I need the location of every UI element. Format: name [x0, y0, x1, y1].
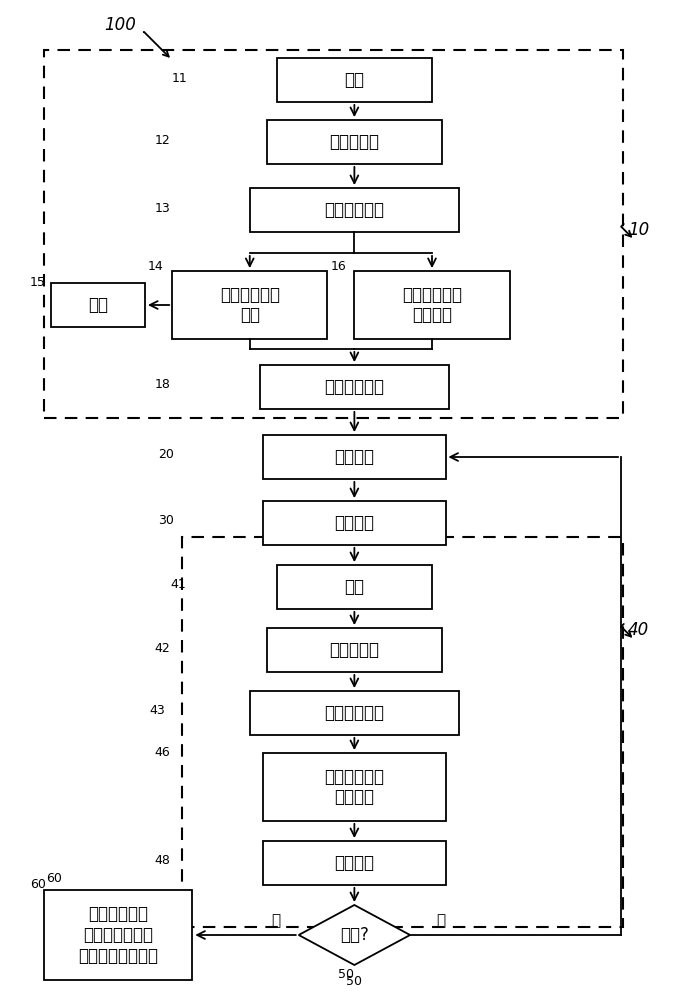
Text: 42: 42 — [155, 642, 170, 654]
Text: 第一测试基线: 第一测试基线 — [325, 378, 384, 396]
Text: 重复?: 重复? — [340, 926, 369, 944]
Text: 16: 16 — [331, 260, 346, 273]
FancyBboxPatch shape — [263, 435, 446, 479]
Text: 13: 13 — [155, 202, 170, 215]
Polygon shape — [298, 905, 410, 965]
Text: 43: 43 — [150, 704, 165, 718]
Text: 14: 14 — [148, 260, 163, 273]
Text: 第二代谢激发: 第二代谢激发 — [325, 704, 384, 722]
Text: 获得静脉血液
样本: 获得静脉血液 样本 — [220, 286, 279, 324]
Text: 编译并且比较
第一测试基线与
（多个）状态测试: 编译并且比较 第一测试基线与 （多个）状态测试 — [78, 905, 158, 965]
Text: 12: 12 — [155, 133, 170, 146]
FancyBboxPatch shape — [267, 120, 442, 164]
Text: 11: 11 — [172, 72, 188, 85]
Text: 30: 30 — [158, 514, 174, 528]
FancyBboxPatch shape — [267, 628, 442, 672]
Text: 状态测试: 状态测试 — [334, 854, 375, 872]
Text: 100: 100 — [105, 16, 136, 34]
FancyBboxPatch shape — [250, 188, 459, 232]
Text: 诊断: 诊断 — [88, 296, 108, 314]
Text: 实现治疗: 实现治疗 — [334, 448, 375, 466]
Text: 41: 41 — [170, 578, 186, 591]
FancyBboxPatch shape — [263, 501, 446, 545]
FancyBboxPatch shape — [277, 58, 432, 102]
Text: 60: 60 — [30, 879, 46, 892]
Text: 获得毛细血管
血液样本: 获得毛细血管 血液样本 — [402, 286, 462, 324]
Text: 测试前测量: 测试前测量 — [329, 133, 379, 151]
Text: 测试前测量: 测试前测量 — [329, 641, 379, 659]
Text: 40: 40 — [628, 621, 649, 639]
Text: 禁食: 禁食 — [344, 578, 364, 596]
Text: 目标事件: 目标事件 — [334, 514, 375, 532]
FancyBboxPatch shape — [277, 565, 432, 609]
Text: 48: 48 — [154, 854, 170, 867]
FancyBboxPatch shape — [263, 753, 446, 821]
FancyBboxPatch shape — [263, 841, 446, 885]
FancyBboxPatch shape — [354, 271, 510, 339]
FancyBboxPatch shape — [260, 365, 449, 409]
Text: 获得毛细血管
血液样本: 获得毛细血管 血液样本 — [325, 768, 384, 806]
Text: 50: 50 — [346, 975, 362, 988]
FancyBboxPatch shape — [51, 283, 145, 327]
Text: 60: 60 — [46, 872, 62, 885]
Text: 禁食: 禁食 — [344, 71, 364, 89]
Text: 18: 18 — [154, 378, 170, 391]
Text: 否: 否 — [271, 914, 280, 928]
Text: 第一代谢激发: 第一代谢激发 — [325, 201, 384, 219]
Text: 15: 15 — [30, 275, 46, 288]
Text: 50: 50 — [338, 968, 354, 982]
Text: 46: 46 — [155, 746, 170, 758]
Text: 是: 是 — [436, 914, 445, 928]
FancyBboxPatch shape — [172, 271, 327, 339]
FancyBboxPatch shape — [44, 890, 192, 980]
FancyBboxPatch shape — [250, 691, 459, 735]
Text: 20: 20 — [158, 448, 174, 462]
Text: 10: 10 — [628, 221, 649, 239]
